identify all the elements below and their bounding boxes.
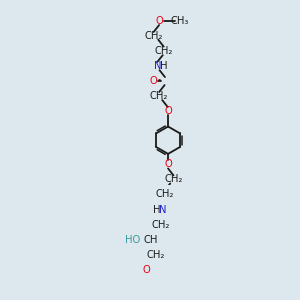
Text: O: O	[164, 160, 172, 170]
Text: H: H	[160, 61, 167, 71]
Text: O: O	[155, 16, 163, 26]
Text: CH₂: CH₂	[151, 220, 169, 230]
Text: CH₂: CH₂	[147, 250, 165, 260]
Text: HO: HO	[125, 235, 140, 245]
Text: CH₃: CH₃	[170, 16, 188, 26]
Text: O: O	[164, 106, 172, 116]
Text: N: N	[154, 61, 162, 71]
Text: CH₂: CH₂	[155, 189, 174, 200]
Text: CH₂: CH₂	[165, 174, 183, 184]
Text: N: N	[159, 205, 166, 215]
Text: O: O	[142, 265, 150, 275]
Text: CH: CH	[144, 235, 158, 245]
Text: O: O	[150, 76, 158, 86]
Text: CH₂: CH₂	[154, 46, 173, 56]
Text: CH₂: CH₂	[149, 91, 168, 101]
Text: CH₂: CH₂	[145, 31, 163, 40]
Text: H: H	[153, 205, 161, 215]
